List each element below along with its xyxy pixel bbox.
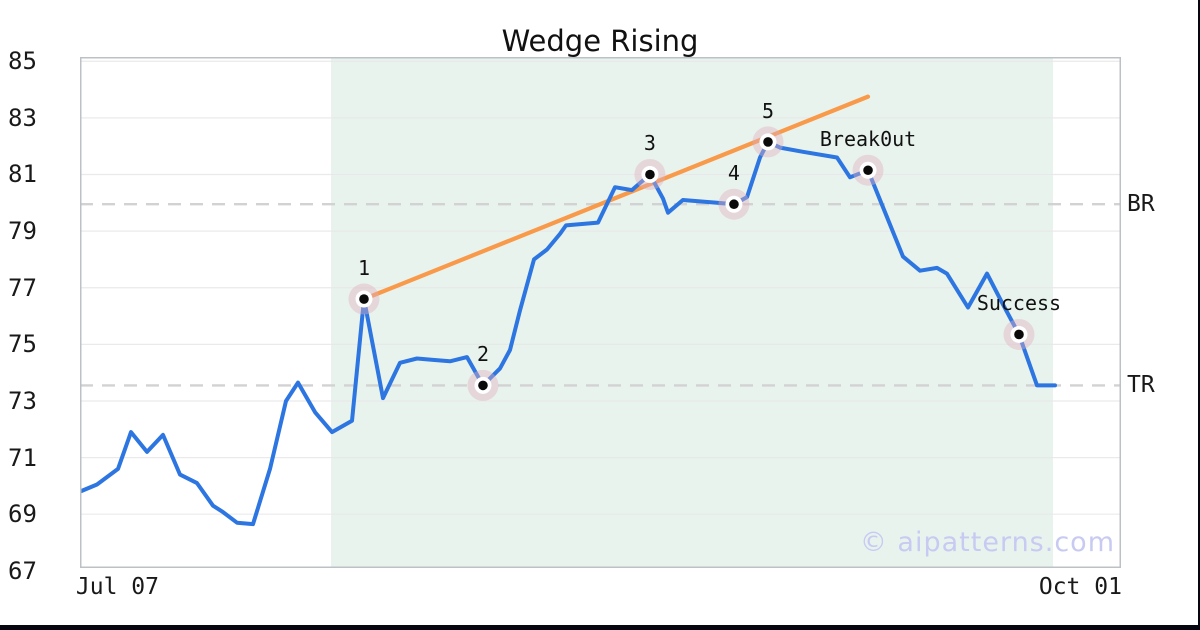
marker-dot (645, 169, 655, 180)
marker-label-1: 1 (357, 256, 370, 281)
plot-border (80, 57, 1121, 568)
marker-label-success: Success (976, 291, 1062, 316)
marker-dot (478, 380, 488, 391)
marker-dot (863, 165, 873, 176)
marker-label-4: 4 (727, 161, 740, 186)
marker-dot (763, 137, 773, 147)
y-tick-label: 69 (8, 500, 37, 529)
frame-right-bar (1198, 0, 1200, 630)
y-tick-label: 73 (8, 386, 37, 415)
x-tick-label: Jul 07 (75, 574, 160, 600)
chart-title: Wedge Rising (501, 24, 699, 58)
marker-dot (359, 294, 369, 304)
marker-dot (1014, 329, 1024, 340)
y-tick-label: 81 (8, 160, 37, 189)
level-label-tr: TR (1127, 372, 1155, 399)
x-tick-label: Oct 01 (1038, 574, 1122, 600)
y-tick-label: 79 (8, 217, 37, 246)
plot-area: © aipatterns.com (80, 57, 1121, 568)
y-tick-label: 83 (8, 103, 37, 132)
trendline (361, 94, 871, 302)
pattern-zone-shading (330, 57, 1054, 568)
y-tick-label: 75 (8, 330, 37, 359)
y-tick-label: 67 (8, 556, 37, 585)
frame-bottom-bar (0, 625, 1200, 630)
marker-label-5: 5 (761, 98, 774, 123)
y-tick-label: 77 (8, 273, 37, 302)
watermark: © aipatterns.com (859, 527, 1115, 558)
chart-canvas (80, 57, 1121, 568)
marker-label-3: 3 (643, 131, 656, 156)
marker-label-break0ut: Break0ut (819, 127, 917, 152)
level-label-br: BR (1127, 191, 1155, 218)
y-tick-label: 71 (8, 443, 37, 472)
marker-dot (729, 199, 739, 210)
marker-label-2: 2 (476, 342, 489, 367)
y-tick-label: 85 (8, 47, 37, 76)
